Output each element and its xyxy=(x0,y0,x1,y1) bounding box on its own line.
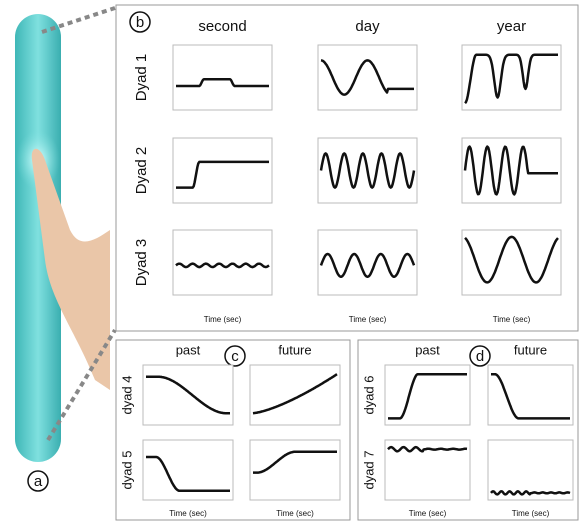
signal-curve xyxy=(387,445,468,453)
x-axis-label: Time (sec) xyxy=(276,509,314,518)
plot-frame xyxy=(249,364,341,426)
panel-label: c xyxy=(231,348,239,365)
plot-frame xyxy=(172,137,273,204)
column-header: day xyxy=(355,18,380,35)
x-axis-label: Time (sec) xyxy=(349,315,387,324)
panel-label: d xyxy=(476,348,484,365)
signal-curve xyxy=(320,59,415,96)
signal-curve xyxy=(252,373,338,415)
plot-frame xyxy=(461,229,562,296)
signal-curve xyxy=(175,160,270,189)
signal-curve xyxy=(145,375,231,415)
column-header: future xyxy=(278,342,311,357)
zoom-line xyxy=(41,6,116,34)
signal-curve xyxy=(319,252,416,279)
panel-badge xyxy=(129,11,151,33)
row-label: dyad 5 xyxy=(119,450,134,489)
row-label: Dyad 1 xyxy=(133,54,150,102)
x-axis-label: Time (sec) xyxy=(512,509,550,518)
panel-b-frame xyxy=(115,4,579,332)
signal-curve xyxy=(175,262,270,269)
x-axis-label: Time (sec) xyxy=(204,315,242,324)
column-header: second xyxy=(198,18,246,35)
panel-label: a xyxy=(34,473,43,490)
signal-curve xyxy=(463,145,559,196)
finger xyxy=(31,148,110,390)
panel-badge xyxy=(469,345,491,367)
signal-curve xyxy=(175,77,270,88)
row-label: dyad 7 xyxy=(361,450,376,489)
zoom-line xyxy=(46,328,117,442)
signal-curve xyxy=(490,372,571,420)
signal-curve xyxy=(319,152,416,189)
plot-frame xyxy=(142,364,234,426)
column-header: future xyxy=(514,342,547,357)
signal-curve xyxy=(252,450,338,474)
plot-frame xyxy=(317,44,418,111)
column-header: year xyxy=(497,18,526,35)
touch-bar xyxy=(15,14,61,462)
signal-curve xyxy=(145,455,231,493)
signal-curve xyxy=(464,235,559,284)
signal-curve xyxy=(464,53,559,104)
column-header: past xyxy=(176,342,201,357)
panel-d-frame xyxy=(357,339,579,521)
column-header: past xyxy=(415,342,440,357)
row-label: Dyad 3 xyxy=(133,239,150,287)
row-label: dyad 6 xyxy=(361,375,376,414)
row-label: Dyad 2 xyxy=(133,147,150,195)
panel-badge xyxy=(27,470,49,492)
panel-label: b xyxy=(136,14,144,31)
x-axis-label: Time (sec) xyxy=(409,509,447,518)
panel-badge xyxy=(224,345,246,367)
signal-curve xyxy=(387,372,468,420)
plot-frame xyxy=(487,439,574,501)
signal-curve xyxy=(490,490,571,496)
panel-c-frame xyxy=(115,339,351,521)
plot-frame xyxy=(487,364,574,426)
x-axis-label: Time (sec) xyxy=(493,315,531,324)
row-label: dyad 4 xyxy=(119,375,134,414)
x-axis-label: Time (sec) xyxy=(169,509,207,518)
plot-frame xyxy=(172,44,273,111)
plot-frame xyxy=(172,229,273,296)
